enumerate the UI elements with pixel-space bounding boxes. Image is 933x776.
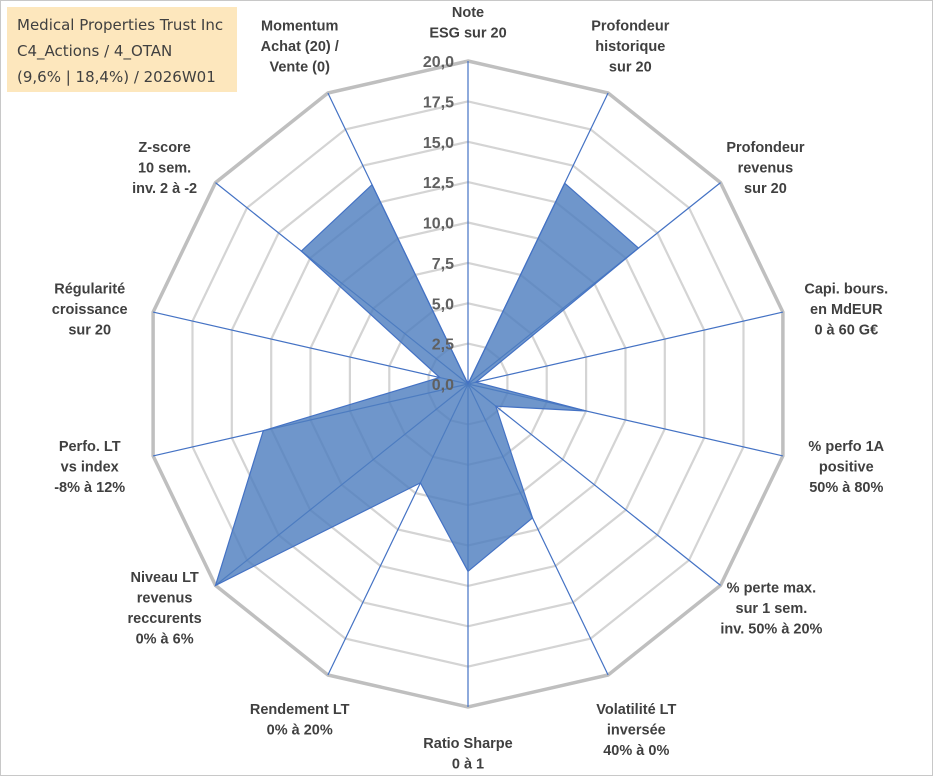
- axis-label-line: Profondeur: [726, 140, 804, 156]
- title-line-1: Medical Properties Trust Inc: [17, 16, 224, 34]
- axis-label-line: Rendement LT: [250, 702, 350, 718]
- axis-label-line: vs index: [61, 459, 119, 475]
- axis-label-line: Volatilité LT: [596, 702, 676, 718]
- axis-label-line: 0% à 20%: [267, 723, 333, 739]
- axis-label-line: 10 sem.: [138, 161, 191, 177]
- axis-label-line: Régularité: [54, 282, 125, 298]
- axis-label-line: sur 1 sem.: [736, 601, 808, 617]
- series-area-0: [214, 182, 640, 587]
- tick-label: 0,0: [432, 377, 454, 394]
- axis-label-line: Momentum: [261, 19, 338, 35]
- axis-label-line: Capi. bours.: [804, 282, 888, 298]
- tick-label: 7,5: [432, 256, 454, 273]
- title-line-2: C4_Actions / 4_OTAN: [17, 42, 173, 60]
- axis-label-line: sur 20: [68, 323, 111, 339]
- axis-spoke-capi: [467, 311, 784, 385]
- title-box: Medical Properties Trust Inc C4_Actions …: [7, 7, 237, 92]
- axis-label-line: Note: [452, 5, 484, 21]
- axis-label-line: revenus: [738, 161, 794, 177]
- axis-label-line: en MdEUR: [810, 302, 883, 318]
- axis-label-line: sur 20: [744, 181, 787, 197]
- tick-label: 5,0: [432, 296, 454, 313]
- radar-tick-labels: 0,0 2,5 5,0 7,5 10,0 12,5 15,0 17,5 20,0: [423, 54, 454, 394]
- axis-label-capi: Capi. bours. en MdEUR 0 à 60 G€: [804, 282, 888, 339]
- axis-label-regularite: Régularité croissance sur 20: [52, 282, 128, 339]
- axis-label-sharpe: Ratio Sharpe 0 à 1: [423, 736, 512, 773]
- axis-label-niveau-lt: Niveau LT revenus reccurents 0% à 6%: [128, 570, 202, 648]
- axis-label-line: inv. 50% à 20%: [720, 621, 822, 637]
- tick-label: 20,0: [423, 54, 454, 71]
- axis-label-line: historique: [595, 39, 665, 55]
- axis-label-esg: Note ESG sur 20: [429, 5, 506, 42]
- axis-spoke-regularite: [152, 311, 469, 385]
- axis-label-line: 0 à 1: [452, 757, 484, 773]
- axis-label-line: Niveau LT: [130, 570, 198, 586]
- tick-label: 17,5: [423, 94, 454, 111]
- axis-label-momentum: Momentum Achat (20) / Vente (0): [261, 19, 339, 76]
- axis-label-line: revenus: [137, 591, 193, 607]
- axis-label-line: 40% à 0%: [603, 743, 669, 759]
- axis-label-line: ESG sur 20: [429, 26, 506, 42]
- axis-label-line: Achat (20) /: [261, 39, 339, 55]
- axis-label-perfo-1a: % perfo 1A positive 50% à 80%: [808, 439, 884, 496]
- axis-label-perte-max: % perte max. sur 1 sem. inv. 50% à 20%: [720, 580, 822, 637]
- axis-label-rendement: Rendement LT 0% à 20%: [250, 702, 350, 739]
- axis-label-volatilite: Volatilité LT inversée 40% à 0%: [596, 702, 676, 759]
- axis-label-prof-hist: Profondeur historique sur 20: [591, 19, 669, 76]
- axis-label-line: % perfo 1A: [808, 439, 884, 455]
- axis-label-line: Z-score: [138, 140, 190, 156]
- axis-label-prof-rev: Profondeur revenus sur 20: [726, 140, 804, 197]
- axis-spoke-perte-max: [467, 383, 721, 586]
- radar-series: [214, 182, 640, 587]
- axis-label-line: -8% à 12%: [54, 480, 125, 496]
- tick-label: 10,0: [423, 216, 454, 233]
- axis-label-line: Vente (0): [269, 60, 330, 76]
- tick-label: 12,5: [423, 175, 454, 192]
- axis-label-line: Perfo. LT: [59, 439, 121, 455]
- axis-label-perfo-lt: Perfo. LT vs index -8% à 12%: [54, 439, 125, 496]
- axis-label-line: reccurents: [128, 611, 202, 627]
- axis-label-line: 0 à 60 G€: [814, 323, 878, 339]
- tick-label: 2,5: [432, 337, 454, 354]
- tick-label: 15,0: [423, 135, 454, 152]
- axis-label-line: % perte max.: [727, 580, 816, 596]
- axis-label-line: sur 20: [609, 60, 652, 76]
- axis-label-line: 50% à 80%: [809, 480, 883, 496]
- axis-label-line: inv. 2 à -2: [132, 181, 197, 197]
- axis-label-line: positive: [819, 459, 874, 475]
- axis-label-line: croissance: [52, 302, 128, 318]
- axis-label-line: Profondeur: [591, 19, 669, 35]
- axis-label-line: Ratio Sharpe: [423, 736, 512, 752]
- axis-label-line: inversée: [607, 723, 666, 739]
- radar-axis-labels: Note ESG sur 20 Profondeur historique sur 20…: [52, 5, 888, 773]
- title-line-3: (9,6% | 18,4%) / 2026W01: [17, 68, 216, 86]
- axis-label-line: 0% à 6%: [136, 632, 194, 648]
- axis-label-zscore: Z-score 10 sem. inv. 2 à -2: [132, 140, 197, 197]
